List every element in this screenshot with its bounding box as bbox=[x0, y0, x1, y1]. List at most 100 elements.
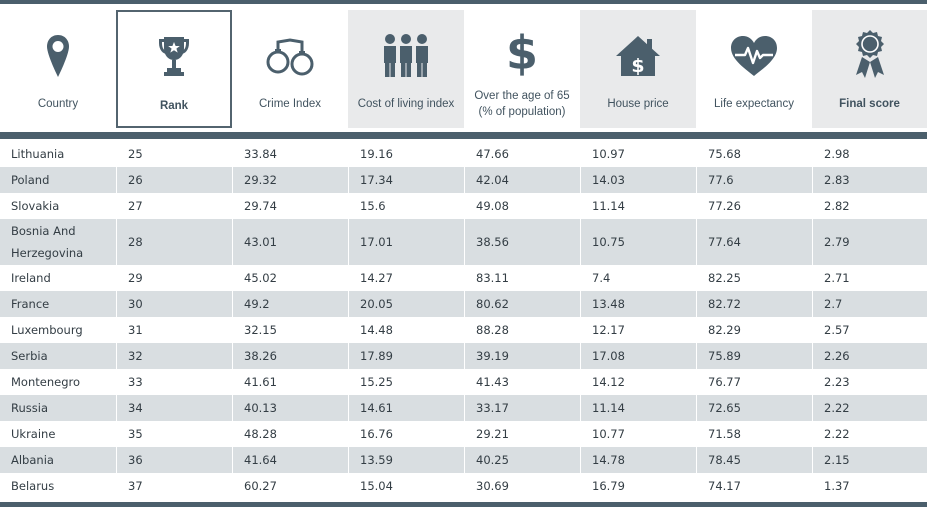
cell-country: Ireland bbox=[11, 271, 51, 285]
header-label: Cost of living index bbox=[357, 98, 455, 110]
cell-cost-of-living: 14.48 bbox=[348, 317, 464, 343]
cell-rank: 28 bbox=[116, 219, 232, 265]
cell-final-score: 2.26 bbox=[812, 343, 927, 369]
cell-crime-index: 32.15 bbox=[232, 317, 348, 343]
header-house-price[interactable]: $ House price bbox=[580, 10, 696, 128]
table-row[interactable]: Ukraine 35 48.28 16.76 29.21 10.77 71.58 2.22 bbox=[0, 421, 927, 447]
cell-crime-index: 40.13 bbox=[232, 395, 348, 421]
cell-final-score: 2.83 bbox=[812, 167, 927, 193]
cell-crime-index: 43.01 bbox=[232, 219, 348, 265]
cell-rank: 32 bbox=[116, 343, 232, 369]
cell-final-score: 2.79 bbox=[812, 219, 927, 265]
cell-life-expectancy: 72.65 bbox=[696, 395, 812, 421]
cell-crime-index: 38.26 bbox=[232, 343, 348, 369]
cell-country: France bbox=[11, 297, 50, 311]
cell-life-expectancy: 82.72 bbox=[696, 291, 812, 317]
header-country[interactable]: Country bbox=[0, 10, 116, 128]
handcuffs-icon bbox=[232, 30, 348, 82]
award-ribbon-icon bbox=[812, 28, 927, 80]
cell-cost-of-living: 13.59 bbox=[348, 447, 464, 473]
cell-cost-of-living: 15.25 bbox=[348, 369, 464, 395]
location-pin-icon bbox=[0, 30, 116, 82]
cell-over-65: 40.25 bbox=[464, 447, 580, 473]
cell-final-score: 2.15 bbox=[812, 447, 927, 473]
cell-life-expectancy: 77.26 bbox=[696, 193, 812, 219]
table-row[interactable]: Lithuania 25 33.84 19.16 47.66 10.97 75.68 2.98 bbox=[0, 141, 927, 167]
header-label: Life expectancy bbox=[714, 98, 794, 110]
cell-crime-index: 48.28 bbox=[232, 421, 348, 447]
cell-house-price: 14.03 bbox=[580, 167, 696, 193]
table-row[interactable]: Montenegro 33 41.61 15.25 41.43 14.12 76.77 2.2… bbox=[0, 369, 927, 395]
header-final-score[interactable]: Final score bbox=[812, 10, 927, 128]
cell-country: Russia bbox=[11, 401, 48, 415]
header-life-expectancy[interactable]: Life expectancy bbox=[696, 10, 812, 128]
cell-over-65: 88.28 bbox=[464, 317, 580, 343]
house-dollar-icon: $ bbox=[580, 30, 696, 82]
cell-life-expectancy: 77.6 bbox=[696, 167, 812, 193]
cell-over-65: 30.69 bbox=[464, 473, 580, 499]
cell-rank: 26 bbox=[116, 167, 232, 193]
cell-final-score: 2.23 bbox=[812, 369, 927, 395]
cell-house-price: 7.4 bbox=[580, 265, 696, 291]
cell-crime-index: 41.64 bbox=[232, 447, 348, 473]
trophy-icon bbox=[118, 30, 230, 82]
cell-over-65: 38.56 bbox=[464, 219, 580, 265]
table-row[interactable]: Russia 34 40.13 14.61 33.17 11.14 72.65 2.22 bbox=[0, 395, 927, 421]
cell-crime-index: 29.32 bbox=[232, 167, 348, 193]
cell-over-65: 41.43 bbox=[464, 369, 580, 395]
cell-house-price: 10.97 bbox=[580, 141, 696, 167]
table-row[interactable]: Luxembourg 31 32.15 14.48 88.28 12.17 82.29 2.5… bbox=[0, 317, 927, 343]
cell-life-expectancy: 82.29 bbox=[696, 317, 812, 343]
table-row[interactable]: Slovakia 27 29.74 15.6 49.08 11.14 77.26 2.82 bbox=[0, 193, 927, 219]
cell-house-price: 14.12 bbox=[580, 369, 696, 395]
header-over-65[interactable]: $ Over the age of 65 (% of population) bbox=[464, 10, 580, 128]
cell-life-expectancy: 71.58 bbox=[696, 421, 812, 447]
table-row[interactable]: Ireland 29 45.02 14.27 83.11 7.4 82.25 2.71 bbox=[0, 265, 927, 291]
cell-house-price: 10.75 bbox=[580, 219, 696, 265]
header-divider bbox=[0, 132, 927, 139]
cell-country: Luxembourg bbox=[11, 323, 83, 337]
cell-life-expectancy: 76.77 bbox=[696, 369, 812, 395]
table-row[interactable]: Albania 36 41.64 13.59 40.25 14.78 78.45 2.15 bbox=[0, 447, 927, 473]
cell-country: Lithuania bbox=[11, 147, 65, 161]
header-label: Final score bbox=[839, 98, 900, 110]
cell-rank: 27 bbox=[116, 193, 232, 219]
cell-over-65: 47.66 bbox=[464, 141, 580, 167]
cell-over-65: 80.62 bbox=[464, 291, 580, 317]
cell-house-price: 17.08 bbox=[580, 343, 696, 369]
cell-crime-index: 33.84 bbox=[232, 141, 348, 167]
header-crime-index[interactable]: Crime Index bbox=[232, 10, 348, 128]
cell-final-score: 2.98 bbox=[812, 141, 927, 167]
cell-rank: 37 bbox=[116, 473, 232, 499]
cell-final-score: 2.7 bbox=[812, 291, 927, 317]
cell-country: Serbia bbox=[11, 349, 48, 363]
cell-crime-index: 41.61 bbox=[232, 369, 348, 395]
header-label: Country bbox=[37, 98, 79, 110]
table-row[interactable]: Belarus 37 60.27 15.04 30.69 16.79 74.17 1.37 bbox=[0, 473, 927, 499]
cell-life-expectancy: 75.89 bbox=[696, 343, 812, 369]
cell-country: Ukraine bbox=[11, 427, 56, 441]
table-row[interactable]: Bosnia And Herzegovina 28 43.01 17.01 38.56 1… bbox=[0, 219, 927, 265]
cell-country: Albania bbox=[11, 453, 54, 467]
cell-crime-index: 60.27 bbox=[232, 473, 348, 499]
cell-life-expectancy: 82.25 bbox=[696, 265, 812, 291]
header-cost-of-living[interactable]: Cost of living index bbox=[348, 10, 464, 128]
cell-house-price: 12.17 bbox=[580, 317, 696, 343]
cell-cost-of-living: 16.76 bbox=[348, 421, 464, 447]
cell-life-expectancy: 77.64 bbox=[696, 219, 812, 265]
table-row[interactable]: France 30 49.2 20.05 80.62 13.48 82.72 2.7 bbox=[0, 291, 927, 317]
cell-final-score: 2.22 bbox=[812, 421, 927, 447]
cell-house-price: 11.14 bbox=[580, 395, 696, 421]
cell-crime-index: 29.74 bbox=[232, 193, 348, 219]
cell-cost-of-living: 14.61 bbox=[348, 395, 464, 421]
cell-final-score: 2.57 bbox=[812, 317, 927, 343]
cell-rank: 34 bbox=[116, 395, 232, 421]
table-row[interactable]: Poland 26 29.32 17.34 42.04 14.03 77.6 2.83 bbox=[0, 167, 927, 193]
table-body: Lithuania 25 33.84 19.16 47.66 10.97 75.68 2.98… bbox=[0, 141, 927, 499]
svg-text:$: $ bbox=[506, 27, 538, 77]
header-label: House price bbox=[607, 98, 669, 110]
cell-rank: 29 bbox=[116, 265, 232, 291]
table-row[interactable]: Serbia 32 38.26 17.89 39.19 17.08 75.89 2.26 bbox=[0, 343, 927, 369]
cell-cost-of-living: 17.01 bbox=[348, 219, 464, 265]
header-rank[interactable]: Rank bbox=[116, 10, 232, 128]
